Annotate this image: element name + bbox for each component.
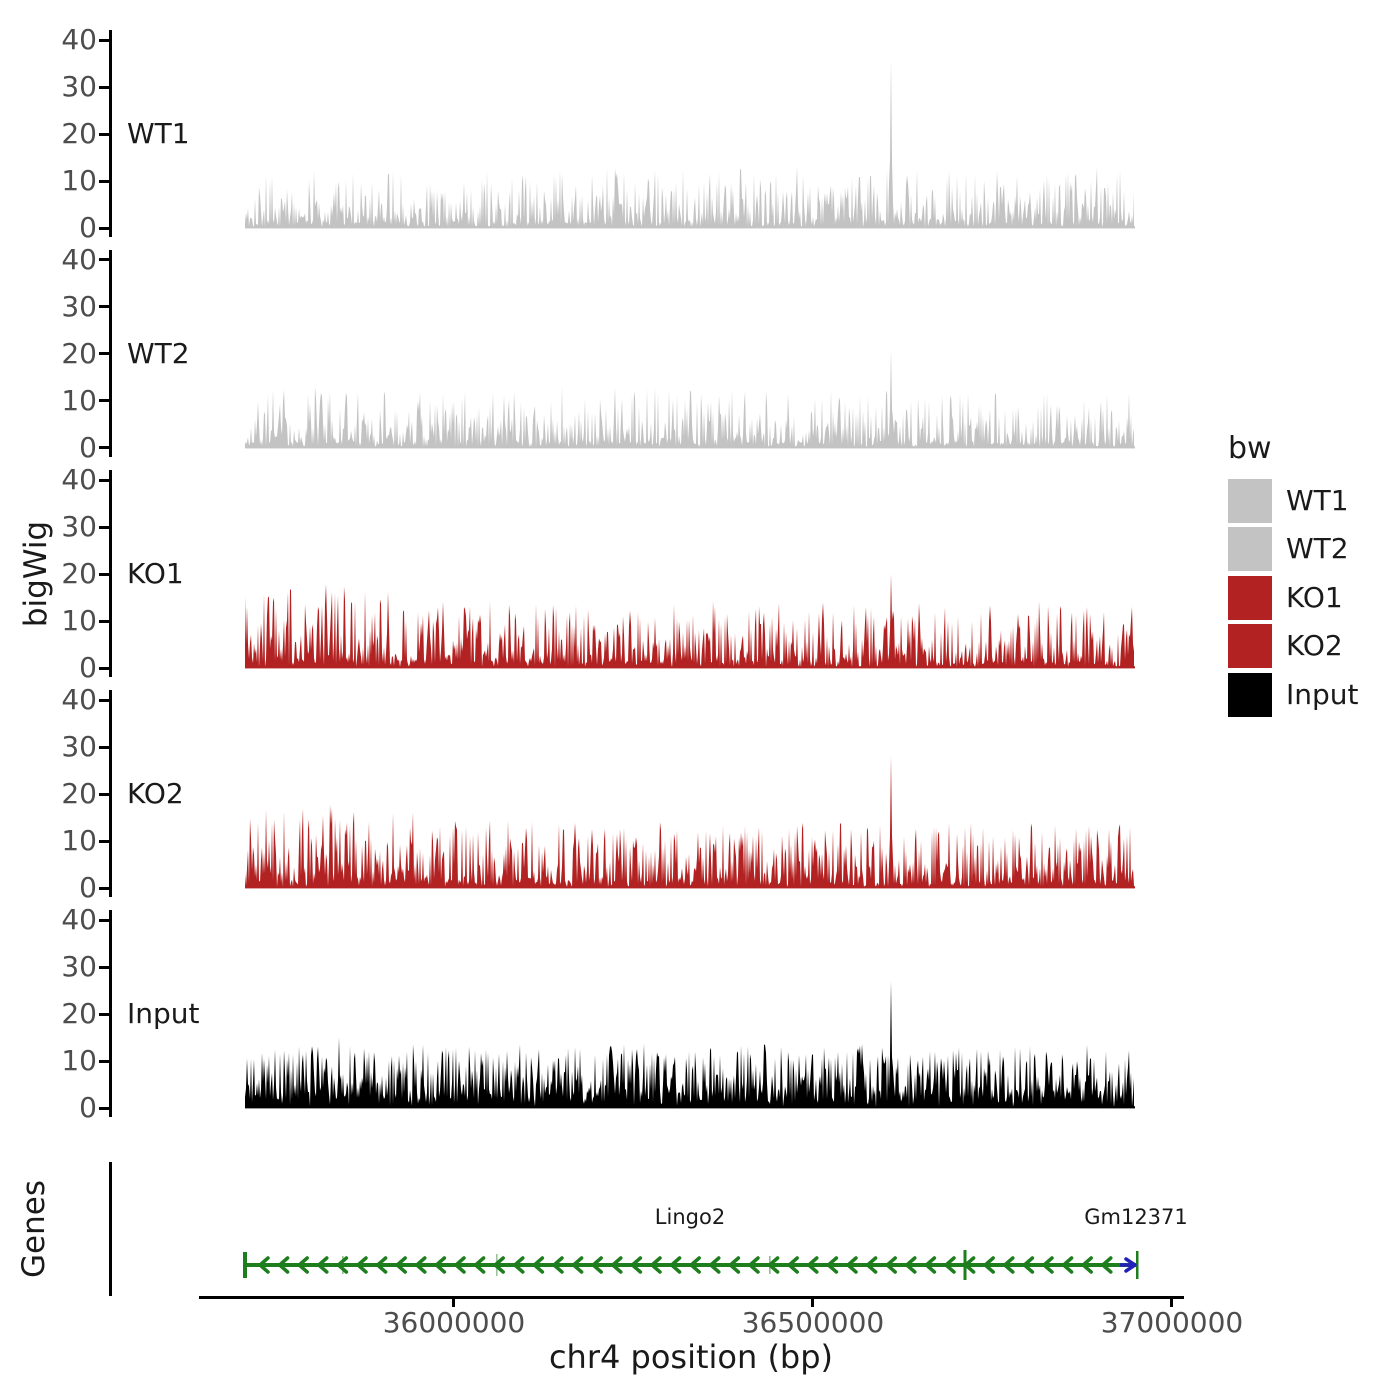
wt2-y-tick — [99, 305, 109, 308]
legend-entry-ko1: KO1 — [1228, 576, 1398, 620]
ko1-y-tick — [99, 478, 109, 482]
x-tick-label-36000000: 36000000 — [382, 1306, 526, 1339]
input-y-tick — [99, 918, 109, 922]
legend-swatch-input — [1228, 673, 1272, 717]
track-label-ko1: KO1 — [127, 557, 184, 590]
wt1-y-tick-label: 30 — [61, 70, 97, 103]
ko2-y-tick — [99, 839, 109, 843]
ko2-y-tick — [99, 745, 109, 749]
legend-entry-ko2: KO2 — [1228, 624, 1398, 668]
ko2-signal — [245, 756, 1135, 889]
input-y-axis-line — [109, 910, 112, 1117]
input-signal — [245, 981, 1135, 1109]
wt1-y-tick — [99, 179, 109, 183]
legend-label-ko1: KO1 — [1286, 581, 1343, 614]
legend-swatch-ko2 — [1228, 624, 1272, 668]
input-y-tick-label: 10 — [61, 1044, 97, 1077]
ko1-y-tick-label: 40 — [61, 463, 97, 496]
x-tick-36000000 — [452, 1298, 455, 1307]
wt1-y-tick-label: 20 — [61, 117, 97, 150]
wt1-y-tick — [99, 85, 109, 89]
wt1-y-tick-label: 10 — [61, 164, 97, 197]
wt2-y-tick — [99, 446, 109, 449]
ko2-y-tick — [99, 698, 109, 702]
wt2-y-tick-label: 0 — [79, 430, 97, 464]
wt2-y-tick — [99, 352, 109, 355]
legend-label-wt2: WT2 — [1286, 532, 1349, 565]
ko2-y-tick-label: 0 — [79, 871, 97, 904]
ko1-y-tick-label: 0 — [79, 651, 97, 684]
wt2-y-tick — [99, 399, 109, 402]
ko1-y-tick-label: 30 — [61, 510, 97, 543]
input-y-tick — [99, 1059, 109, 1063]
track-label-ko2: KO2 — [127, 777, 184, 810]
input-y-tick-label: 40 — [61, 903, 97, 936]
ko1-signal — [245, 574, 1135, 669]
track-label-wt2: WT2 — [127, 336, 190, 370]
ko1-y-tick-label: 10 — [61, 604, 97, 637]
x-tick-label-36500000: 36500000 — [741, 1306, 885, 1339]
track-label-input: Input — [127, 997, 200, 1030]
ko2-y-tick — [99, 792, 109, 796]
wt1-y-tick — [99, 226, 109, 230]
ko1-y-tick — [99, 619, 109, 623]
legend-entry-wt1: WT1 — [1228, 479, 1398, 523]
wt2-y-tick-label: 10 — [61, 383, 97, 417]
ko2-y-tick-label: 20 — [61, 777, 97, 810]
wt2-y-tick-label: 20 — [61, 336, 97, 370]
wt1-signal — [245, 58, 1135, 229]
legend-entry-wt2: WT2 — [1228, 527, 1398, 571]
ko1-y-tick-label: 20 — [61, 557, 97, 590]
ko1-y-tick — [99, 666, 109, 670]
x-axis-line — [199, 1296, 1184, 1299]
legend-swatch-ko1 — [1228, 576, 1272, 620]
input-y-tick — [99, 1012, 109, 1016]
legend-label-wt1: WT1 — [1286, 484, 1349, 517]
wt1-y-tick-label: 0 — [79, 211, 97, 244]
wt2-y-axis-line — [109, 249, 112, 457]
x-tick-37000000 — [1170, 1298, 1173, 1307]
ko2-y-tick-label: 30 — [61, 730, 97, 763]
track-label-wt1: WT1 — [127, 117, 190, 150]
wt1-y-tick — [99, 38, 109, 42]
genes-panel-axis-line — [109, 1162, 112, 1296]
wt2-y-tick — [99, 258, 109, 261]
x-tick-36500000 — [811, 1298, 814, 1307]
input-y-tick — [99, 965, 109, 969]
x-tick-label-37000000: 37000000 — [1100, 1306, 1244, 1339]
ko1-y-axis-line — [109, 470, 112, 677]
legend-swatch-wt1 — [1228, 479, 1272, 523]
wt1-y-tick-label: 40 — [61, 23, 97, 56]
ko2-y-tick-label: 10 — [61, 824, 97, 857]
genes-track-svg — [243, 1250, 1139, 1280]
legend-label-input: Input — [1286, 678, 1359, 711]
ko2-y-tick — [99, 886, 109, 890]
legend-swatch-wt2 — [1228, 527, 1272, 571]
wt2-y-tick-label: 40 — [61, 242, 97, 276]
wt2-signal — [245, 348, 1135, 448]
input-y-tick-label: 20 — [61, 997, 97, 1030]
gene-label-lingo2: Lingo2 — [654, 1205, 726, 1229]
legend-title: bw — [1228, 431, 1272, 466]
ko2-y-axis-line — [109, 690, 112, 897]
wt1-y-tick — [99, 132, 109, 136]
legend-entry-input: Input — [1228, 673, 1398, 717]
x-axis-title: chr4 position (bp) — [548, 1338, 834, 1376]
input-y-tick-label: 30 — [61, 950, 97, 983]
wt1-y-axis-line — [109, 30, 112, 237]
ko1-y-tick — [99, 525, 109, 529]
ko2-y-tick-label: 40 — [61, 683, 97, 716]
ko1-y-tick — [99, 572, 109, 576]
input-y-tick — [99, 1106, 109, 1110]
input-y-tick-label: 0 — [79, 1091, 97, 1124]
genes-axis-title: Genes — [16, 1180, 52, 1278]
gene-label-gm12371: Gm12371 — [1084, 1205, 1188, 1229]
wt2-y-tick-label: 30 — [61, 289, 97, 323]
legend-label-ko2: KO2 — [1286, 629, 1343, 662]
